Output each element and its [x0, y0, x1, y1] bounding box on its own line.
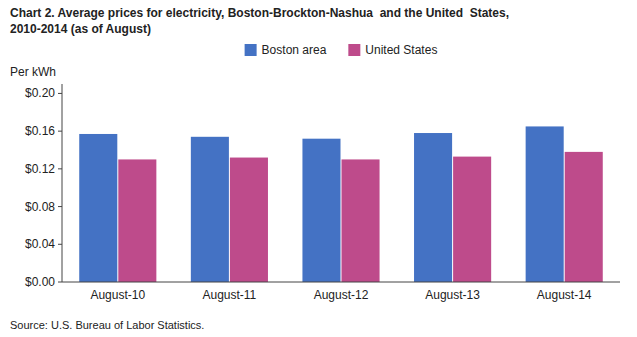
y-axis-line	[62, 84, 63, 282]
x-tick-label: August-13	[425, 288, 480, 302]
y-tick	[58, 244, 62, 245]
bar	[342, 159, 380, 282]
y-tick	[58, 206, 62, 207]
y-tick-label: $0.00	[25, 275, 55, 289]
x-tick-label: August-10	[90, 288, 145, 302]
legend-label: Boston area	[262, 43, 327, 57]
y-tick-label: $0.08	[25, 200, 55, 214]
bar	[453, 157, 491, 282]
y-tick-label: $0.16	[25, 124, 55, 138]
x-tick-label: August-12	[314, 288, 369, 302]
bar	[191, 137, 229, 282]
axes: $0.00 $0.04 $0.08 $0.12 $0.16 $0.20 August-10 A…	[25, 84, 620, 302]
chart-container: Chart 2. Average prices for electricity,…	[0, 0, 637, 337]
y-tick	[58, 282, 62, 283]
y-tick	[58, 131, 62, 132]
bars	[79, 126, 603, 282]
y-tick-label: $0.04	[25, 237, 55, 251]
bar	[118, 159, 156, 282]
legend-item: Boston area	[245, 43, 327, 57]
legend: Boston area United States	[245, 43, 438, 57]
x-axis-line	[62, 282, 620, 283]
source: Source: U.S. Bureau of Labor Statistics.	[10, 319, 204, 331]
bar	[230, 158, 268, 282]
y-tick	[58, 168, 62, 169]
legend-item: United States	[348, 43, 437, 57]
bar	[414, 133, 452, 282]
bar	[79, 134, 117, 282]
y-tick-label: $0.12	[25, 162, 55, 176]
bar	[302, 139, 340, 282]
bar	[526, 126, 564, 282]
y-tick	[58, 93, 62, 94]
y-tick-label: $0.20	[25, 86, 55, 100]
chart: Chart 2. Average prices for electricity,…	[0, 0, 637, 337]
x-tick-label: August-14	[537, 288, 592, 302]
subtitle: 2010-2014 (as of August)	[10, 22, 151, 36]
y-axis-label: Per kWh	[10, 65, 56, 79]
legend-label: United States	[365, 43, 437, 57]
x-tick-label: August-11	[202, 288, 256, 302]
bar	[565, 152, 603, 282]
legend-swatch	[348, 44, 360, 56]
legend-swatch	[245, 44, 257, 56]
title: Chart 2. Average prices for electricity,…	[10, 6, 509, 20]
